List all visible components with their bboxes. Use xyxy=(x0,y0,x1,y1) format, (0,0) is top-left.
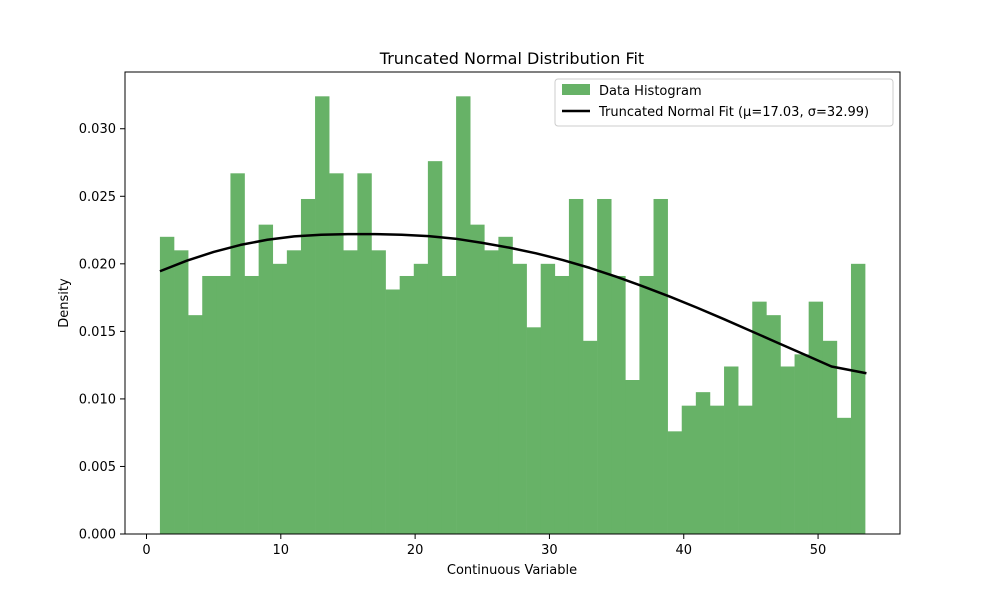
histogram-bar xyxy=(371,250,386,534)
histogram-bar xyxy=(484,250,499,534)
y-tick-label: 0.025 xyxy=(79,190,116,205)
histogram-bar xyxy=(653,198,668,534)
y-axis-label: Density xyxy=(57,278,72,328)
x-axis-label: Continuous Variable xyxy=(447,563,577,578)
legend-histogram-label: Data Histogram xyxy=(599,84,702,99)
histogram-bar xyxy=(850,263,866,534)
x-axis-ticks: 0 10 20 30 40 50 xyxy=(142,534,826,558)
x-tick-label: 20 xyxy=(407,543,424,558)
histogram-bar xyxy=(329,173,344,534)
histogram-bar xyxy=(554,275,570,534)
histogram-bar xyxy=(456,96,471,534)
histogram-bar xyxy=(639,275,654,534)
histogram-bar xyxy=(794,354,809,534)
histogram-bar xyxy=(540,263,556,534)
histogram-bar xyxy=(709,405,725,534)
y-tick-label: 0.000 xyxy=(79,528,116,543)
histogram-bar xyxy=(611,275,626,534)
histogram-bar xyxy=(512,263,527,534)
chart-title: Truncated Normal Distribution Fit xyxy=(379,49,644,68)
histogram-bar xyxy=(681,405,697,534)
histogram-bar xyxy=(583,340,598,534)
histogram-bar xyxy=(174,250,189,534)
legend-fit-label: Truncated Normal Fit (μ=17.03, σ=32.99) xyxy=(598,105,869,120)
x-tick-label: 10 xyxy=(273,543,290,558)
histogram-bar xyxy=(625,380,640,534)
y-tick-label: 0.010 xyxy=(79,392,116,407)
histogram-bar xyxy=(780,366,795,534)
histogram-bar xyxy=(399,275,415,534)
x-tick-label: 30 xyxy=(541,543,558,558)
histogram-bar xyxy=(470,224,485,535)
histogram-bar xyxy=(526,327,542,534)
histogram-bar xyxy=(498,236,513,535)
histogram-bar xyxy=(836,417,852,534)
histogram-bar xyxy=(230,173,245,534)
y-tick-label: 0.030 xyxy=(79,122,116,137)
histogram-bar xyxy=(286,250,302,534)
y-tick-label: 0.020 xyxy=(79,257,116,272)
histogram-bar xyxy=(808,301,824,534)
histogram-bar xyxy=(766,315,781,534)
histogram-bars xyxy=(159,96,866,535)
histogram-bar xyxy=(667,431,683,534)
histogram-bar xyxy=(188,315,203,534)
x-tick-label: 0 xyxy=(142,543,150,558)
histogram-bar xyxy=(244,275,259,534)
x-tick-label: 40 xyxy=(675,543,692,558)
histogram-bar xyxy=(343,250,358,534)
legend: Data Histogram Truncated Normal Fit (μ=1… xyxy=(554,78,894,127)
fit-curve-line xyxy=(159,232,867,375)
histogram-bar xyxy=(413,263,429,534)
histogram-bar xyxy=(752,301,767,534)
histogram-bar xyxy=(822,340,838,534)
histogram-bar xyxy=(724,366,739,534)
y-tick-label: 0.005 xyxy=(79,460,116,475)
legend-histogram-swatch xyxy=(562,84,590,95)
histogram-bar xyxy=(385,289,400,534)
histogram-bar xyxy=(427,161,443,534)
histogram-bar xyxy=(357,173,372,534)
histogram-bar xyxy=(258,224,274,535)
fit-curve-group xyxy=(159,232,867,375)
histogram-bar xyxy=(695,392,711,534)
legend-box xyxy=(554,78,894,127)
histogram-bar xyxy=(300,198,316,534)
histogram-bar xyxy=(202,275,217,534)
histogram-bar xyxy=(738,405,753,534)
plot-frame xyxy=(124,71,901,535)
histogram-bar xyxy=(315,96,330,534)
histogram-bar xyxy=(441,275,457,534)
histogram-bar xyxy=(568,198,584,534)
histogram-bar xyxy=(597,198,612,534)
x-tick-label: 50 xyxy=(810,543,827,558)
histogram-bar xyxy=(272,263,288,534)
y-axis-ticks: 0.000 0.005 0.010 0.015 0.020 0.025 0.030 xyxy=(79,122,125,543)
y-tick-label: 0.015 xyxy=(79,325,116,340)
histogram-bar xyxy=(159,236,175,535)
histogram-bar xyxy=(216,275,231,534)
